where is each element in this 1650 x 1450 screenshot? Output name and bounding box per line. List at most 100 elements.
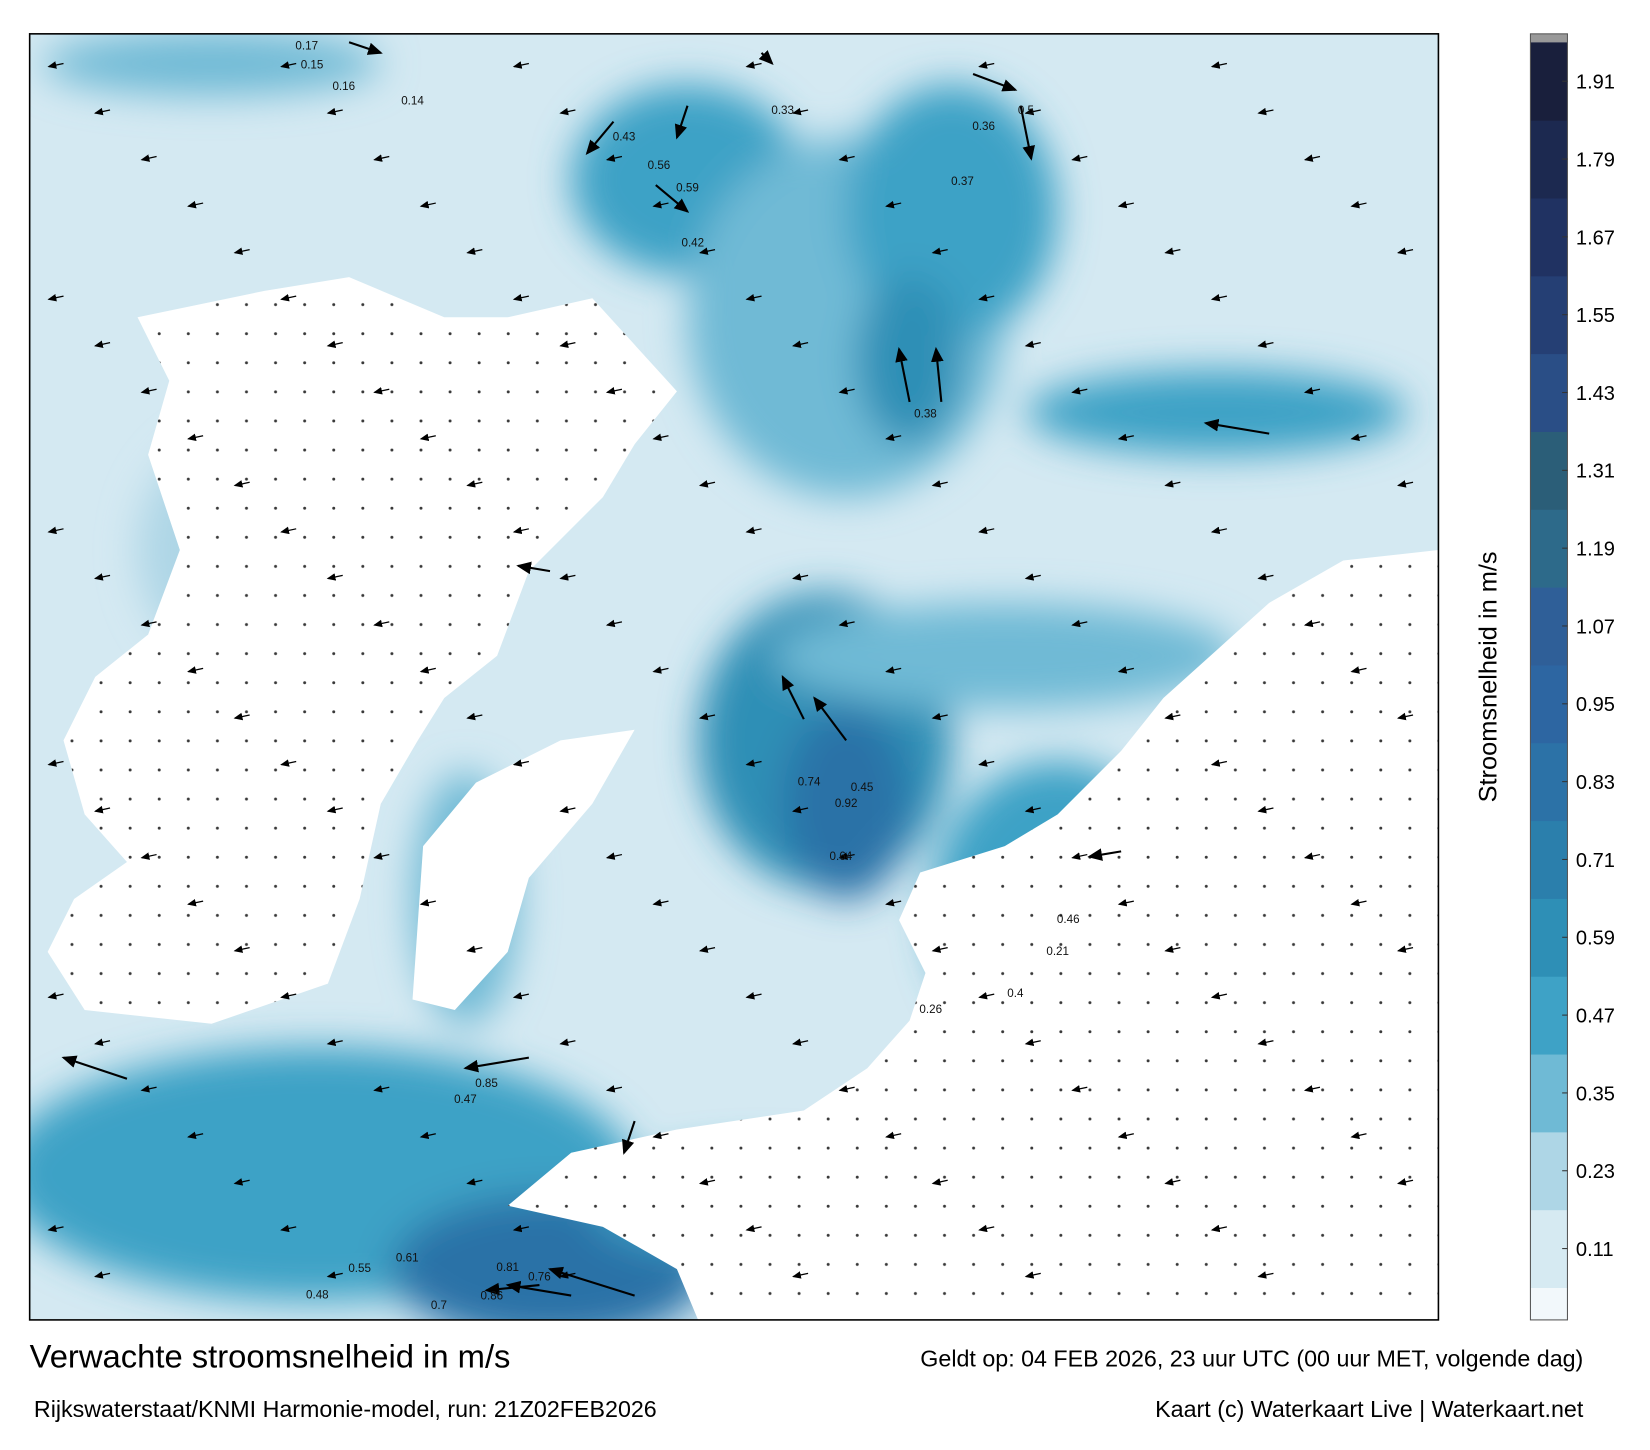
- current-arrow: [373, 387, 390, 395]
- colorbar-frame: [1529, 33, 1568, 1321]
- current-arrow: [1257, 107, 1274, 116]
- current-arrow: [1350, 666, 1367, 674]
- speed-label: 0.36: [972, 120, 995, 133]
- current-arrow: [605, 619, 623, 628]
- current-arrow: [466, 1178, 483, 1186]
- current-arrow: [326, 573, 343, 581]
- current-arrow: [1350, 433, 1367, 442]
- current-arrow: [1257, 573, 1274, 581]
- colorbar-band: [1530, 587, 1568, 666]
- current-arrow: [978, 526, 995, 535]
- current-arrow: [931, 945, 948, 953]
- current-arrow: [931, 1178, 948, 1186]
- current-arrow: [484, 1282, 540, 1296]
- current-arrow: [895, 346, 911, 403]
- current-arrow: [1024, 1271, 1041, 1279]
- current-arrow: [745, 61, 762, 69]
- colorbar-tick-label: 0.47: [1576, 1006, 1615, 1028]
- current-arrow: [1164, 712, 1181, 721]
- current-arrow: [1024, 573, 1041, 581]
- colorbar-band: [1530, 742, 1568, 822]
- speed-label: 0.7: [431, 1299, 447, 1312]
- current-arrow: [93, 805, 111, 814]
- speed-label: 0.16: [332, 80, 355, 93]
- current-arrow: [758, 49, 774, 65]
- colorbar-band: [1530, 120, 1568, 199]
- current-arrow: [1396, 1178, 1414, 1186]
- speed-label: 0.38: [914, 408, 937, 421]
- colorbar-band: [1530, 1054, 1568, 1133]
- current-arrow: [466, 712, 483, 721]
- current-arrow: [559, 805, 576, 814]
- current-arrow: [885, 1131, 902, 1140]
- current-arrow: [373, 1085, 390, 1093]
- colorbar-label: Stroomsnelheid in m/s: [1475, 551, 1503, 802]
- current-arrow: [140, 387, 157, 395]
- current-arrow: [605, 154, 623, 162]
- current-arrow: [463, 1056, 530, 1073]
- colorbar-tick-label: 0.95: [1576, 694, 1615, 716]
- current-arrow: [373, 852, 390, 860]
- current-arrow: [652, 433, 669, 442]
- current-arrow: [1024, 1038, 1041, 1047]
- current-arrow: [516, 561, 551, 575]
- current-arrow: [140, 619, 157, 628]
- current-arrow: [978, 992, 995, 1000]
- speed-labels: 0.17 0.15 0.16 0.14 0.33 0.56 0.59 0.42 0.36 0.43…: [295, 40, 1079, 1313]
- current-arrow: [419, 1131, 436, 1140]
- current-arrow: [419, 200, 436, 209]
- current-arrow: [348, 41, 383, 55]
- colorbar-band: [1530, 1287, 1568, 1321]
- current-arrow: [655, 184, 690, 213]
- current-arrow: [1350, 1131, 1367, 1140]
- current-arrow: [280, 61, 297, 69]
- colorbar-band: [1530, 976, 1568, 1055]
- current-arrow: [1164, 480, 1181, 488]
- current-arrow: [233, 480, 250, 488]
- current-arrow: [1087, 848, 1122, 861]
- current-arrow: [792, 1271, 809, 1279]
- current-arrow: [585, 120, 615, 155]
- current-arrow: [1210, 526, 1228, 535]
- colorbar-tick-label: 0.11: [1576, 1239, 1614, 1261]
- colorbar-band: [1530, 275, 1568, 355]
- current-arrow: [698, 945, 716, 953]
- current-arrow: [466, 945, 483, 953]
- current-arrow: [233, 945, 250, 953]
- current-arrow: [1303, 387, 1321, 395]
- current-arrow: [61, 1055, 128, 1080]
- credit: Kaart (c) Waterkaart Live | Waterkaart.n…: [1155, 1396, 1584, 1422]
- current-arrow: [792, 340, 809, 348]
- current-arrow: [813, 696, 847, 741]
- current-arrow: [466, 480, 483, 488]
- current-arrow: [978, 759, 995, 767]
- valid-time: Geldt op: 04 FEB 2026, 23 uur UTC (00 uu…: [920, 1345, 1583, 1371]
- current-arrow: [1303, 619, 1321, 628]
- current-arrow: [885, 200, 902, 209]
- current-arrow: [1396, 945, 1414, 953]
- colorbar-tick-label: 1.19: [1576, 539, 1615, 561]
- current-arrow: [792, 1038, 809, 1047]
- current-arrow: [978, 1224, 995, 1233]
- current-arrow: [1303, 852, 1321, 860]
- current-arrow: [885, 666, 902, 674]
- current-arrow: [1164, 945, 1181, 953]
- current-arrow: [1303, 1085, 1321, 1093]
- colorbar-tick-label: 0.35: [1576, 1083, 1615, 1105]
- speed-label: 0.33: [771, 104, 794, 117]
- current-arrow: [373, 619, 390, 628]
- current-arrow: [1257, 340, 1274, 348]
- current-arrows: [47, 41, 1414, 1297]
- speed-label: 0.45: [851, 781, 874, 794]
- current-arrow: [930, 346, 944, 403]
- current-arrow: [698, 1178, 716, 1186]
- current-arrow: [559, 1038, 576, 1047]
- current-arrow: [326, 107, 343, 116]
- speed-label: 0.59: [676, 181, 699, 194]
- current-arrow: [1117, 1131, 1134, 1140]
- current-arrow: [1117, 666, 1134, 674]
- speed-label: 0.21: [1046, 945, 1069, 958]
- speed-label: 0.76: [528, 1271, 551, 1284]
- source: Rijkswaterstaat/KNMI Harmonie-model, run…: [34, 1396, 657, 1422]
- speed-label: 0.46: [1057, 913, 1080, 926]
